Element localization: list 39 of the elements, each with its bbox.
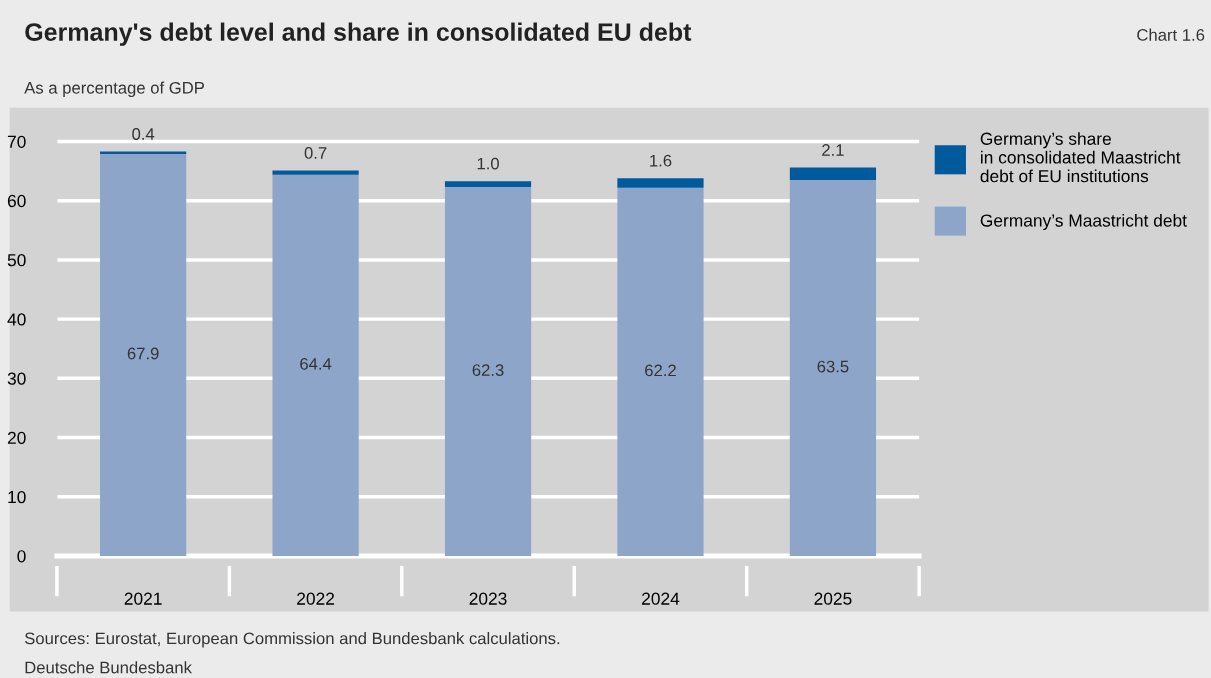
bar <box>617 178 704 188</box>
source-note: Sources: Eurostat, European Commission and Bundesbank calculations. <box>24 632 560 648</box>
y-tick-label: 60 <box>7 194 26 208</box>
bar <box>272 170 359 175</box>
data-label: 62.2 <box>645 364 676 377</box>
x-tick-label: 2022 <box>297 592 335 605</box>
x-tick-label: 2025 <box>814 592 852 605</box>
data-label: 64.4 <box>300 357 332 370</box>
legend-label: Germany’s share in consolidated Maastricht debt of EU institutions <box>980 132 1181 183</box>
caption: Chart 1.6 <box>1137 28 1205 41</box>
data-label: 0.4 <box>132 128 155 140</box>
x-tick-label: 2023 <box>469 592 507 605</box>
data-label: 1.6 <box>650 154 672 167</box>
y-tick-label: 70 <box>7 135 26 148</box>
data-label: 2.1 <box>822 144 844 156</box>
data-label: 0.7 <box>304 147 327 159</box>
bar <box>444 187 532 556</box>
data-label: 63.5 <box>817 360 849 373</box>
y-tick-label: 20 <box>7 431 26 444</box>
data-label: 62.3 <box>472 364 504 376</box>
data-label: 67.9 <box>127 347 159 360</box>
x-tick-label: 2021 <box>124 592 162 605</box>
bar <box>789 167 877 180</box>
x-tick-label: 2024 <box>642 592 680 605</box>
bar <box>617 187 704 556</box>
legend-label: Germany’s Maastricht debt <box>980 213 1187 231</box>
y-tick-label: 0 <box>17 550 26 563</box>
y-tick-label: 50 <box>7 254 26 267</box>
y-tick-label: 10 <box>8 490 26 504</box>
chart-title: Germany's debt level and share in consolidated EU debt <box>25 22 692 46</box>
data-label: 1.0 <box>477 157 499 170</box>
y-tick-label: 40 <box>7 313 26 326</box>
bar <box>272 174 359 556</box>
y-tick-label: 30 <box>7 372 26 385</box>
chart-subtitle: As a percentage of GDP <box>24 81 204 98</box>
bar <box>100 153 187 556</box>
bar <box>444 181 532 188</box>
text: Deutsche Bundesbank <box>25 661 192 674</box>
bar <box>789 179 877 556</box>
